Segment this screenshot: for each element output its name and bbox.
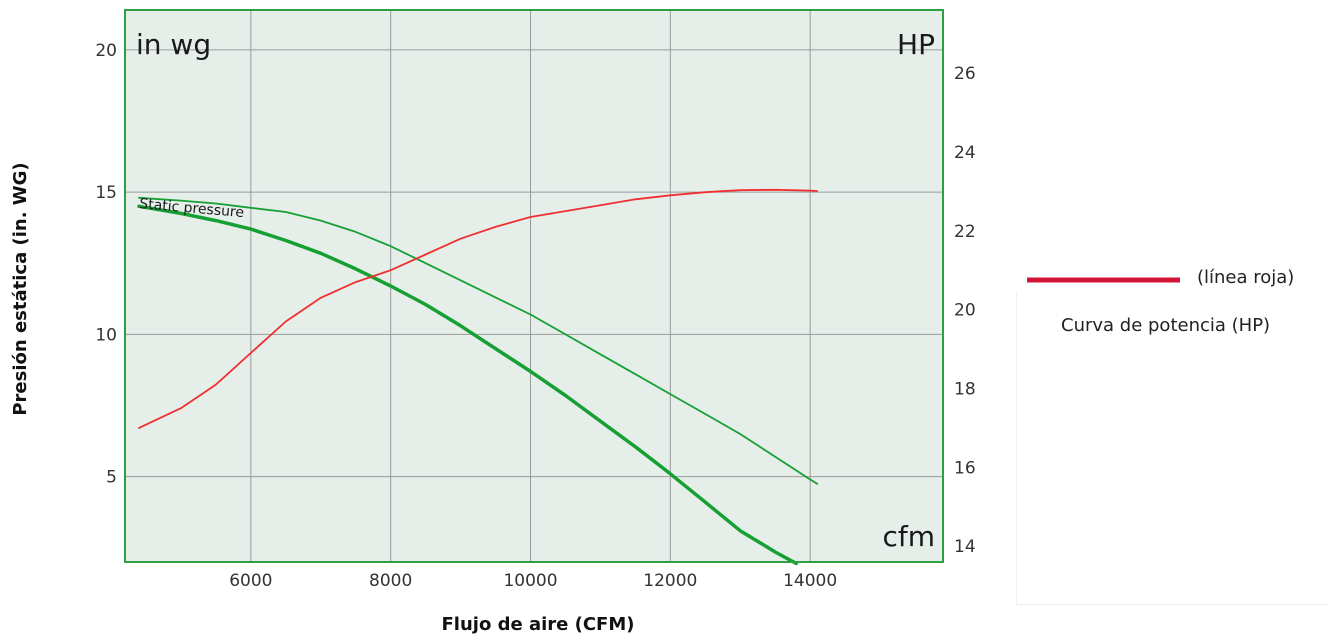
series-line-2: [137, 204, 798, 566]
series-line-3: [138, 188, 819, 429]
x-tick-label: 12000: [643, 571, 697, 591]
legend-swatch-label: (línea roja): [1197, 267, 1294, 288]
x-tick-label: 10000: [503, 571, 557, 591]
x-axis-title: Flujo de aire (CFM): [442, 614, 635, 635]
plot-frame: [124, 9, 944, 563]
y-tick-label: 15: [95, 183, 117, 203]
x-tick-label: 8000: [369, 571, 412, 591]
y-tick-label: 10: [95, 325, 117, 345]
y2-tick-label: 18: [954, 380, 976, 400]
left-unit-label: in wg: [136, 28, 211, 61]
y-tick-label: 20: [95, 41, 117, 61]
y-tick-label: 5: [106, 468, 117, 488]
y2-tick-label: 26: [954, 64, 976, 84]
y2-tick-label: 16: [954, 458, 976, 478]
x-unit-label: cfm: [882, 520, 935, 553]
right-unit-label: HP: [897, 28, 935, 61]
series-line-1: [138, 196, 819, 485]
x-tick-label: 14000: [783, 571, 837, 591]
legend-box: [1016, 292, 1328, 605]
plot-background: [125, 10, 943, 562]
y2-tick-label: 24: [954, 143, 976, 163]
y2-tick-label: 22: [954, 222, 976, 242]
y-axis-title: Presión estática (in. WG): [10, 162, 31, 415]
y2-tick-label: 14: [954, 537, 976, 557]
y2-tick-label: 20: [954, 301, 976, 321]
x-tick-label: 6000: [229, 571, 272, 591]
